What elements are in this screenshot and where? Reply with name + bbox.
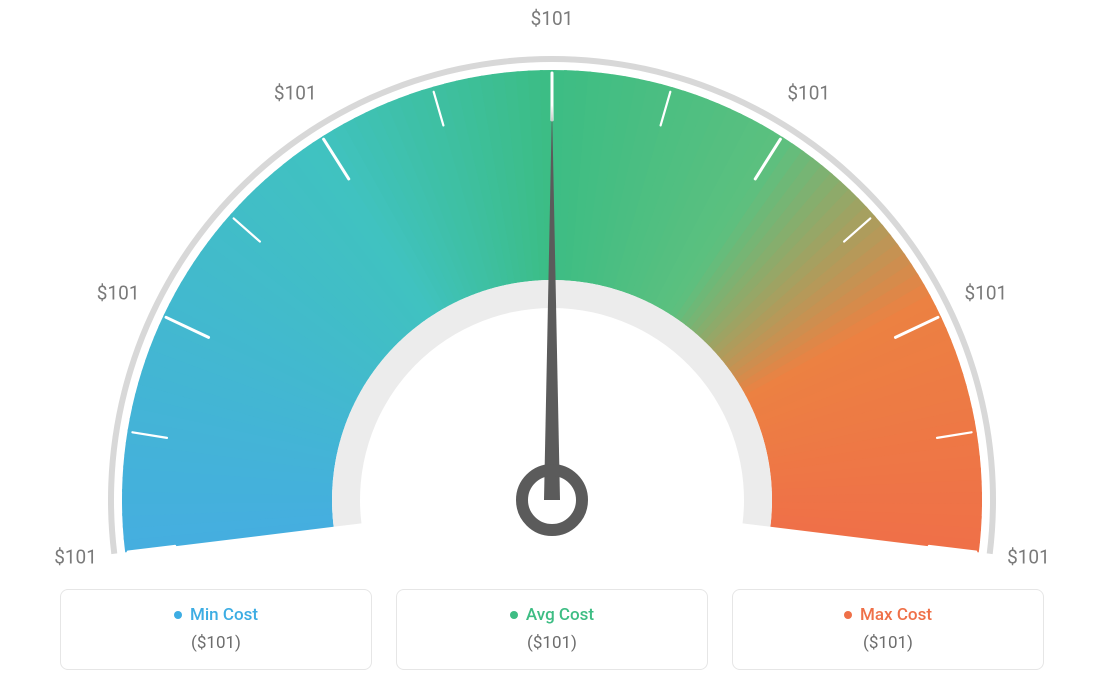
legend-label-avg: Avg Cost — [510, 605, 594, 625]
legend-label-text: Max Cost — [860, 605, 932, 625]
legend-card-max: Max Cost ($101) — [732, 589, 1044, 670]
gauge-tick-label: $101 — [274, 81, 317, 104]
legend-value-min: ($101) — [79, 633, 353, 653]
gauge-chart-container: $101 $101 $101 $101 $101 $101 $101 Min Cost ($… — [0, 0, 1104, 690]
gauge-tick-label: $101 — [1007, 546, 1050, 569]
gauge-tick-label: $101 — [97, 282, 140, 305]
gauge-svg: $101 $101 $101 $101 $101 $101 $101 — [0, 0, 1104, 580]
legend-label-text: Avg Cost — [526, 605, 594, 625]
gauge-tick-label: $101 — [787, 81, 830, 104]
gauge-tick-label: $101 — [54, 546, 97, 569]
legend-label-max: Max Cost — [844, 605, 932, 625]
dot-icon — [174, 611, 182, 619]
dot-icon — [844, 611, 852, 619]
legend-card-min: Min Cost ($101) — [60, 589, 372, 670]
legend-label-text: Min Cost — [190, 605, 258, 625]
gauge-tick-label: $101 — [964, 282, 1007, 305]
gauge-tick-label: $101 — [531, 7, 574, 30]
legend-row: Min Cost ($101) Avg Cost ($101) Max Cost… — [60, 589, 1044, 670]
dot-icon — [510, 611, 518, 619]
legend-value-max: ($101) — [751, 633, 1025, 653]
legend-card-avg: Avg Cost ($101) — [396, 589, 708, 670]
legend-label-min: Min Cost — [174, 605, 258, 625]
legend-value-avg: ($101) — [415, 633, 689, 653]
